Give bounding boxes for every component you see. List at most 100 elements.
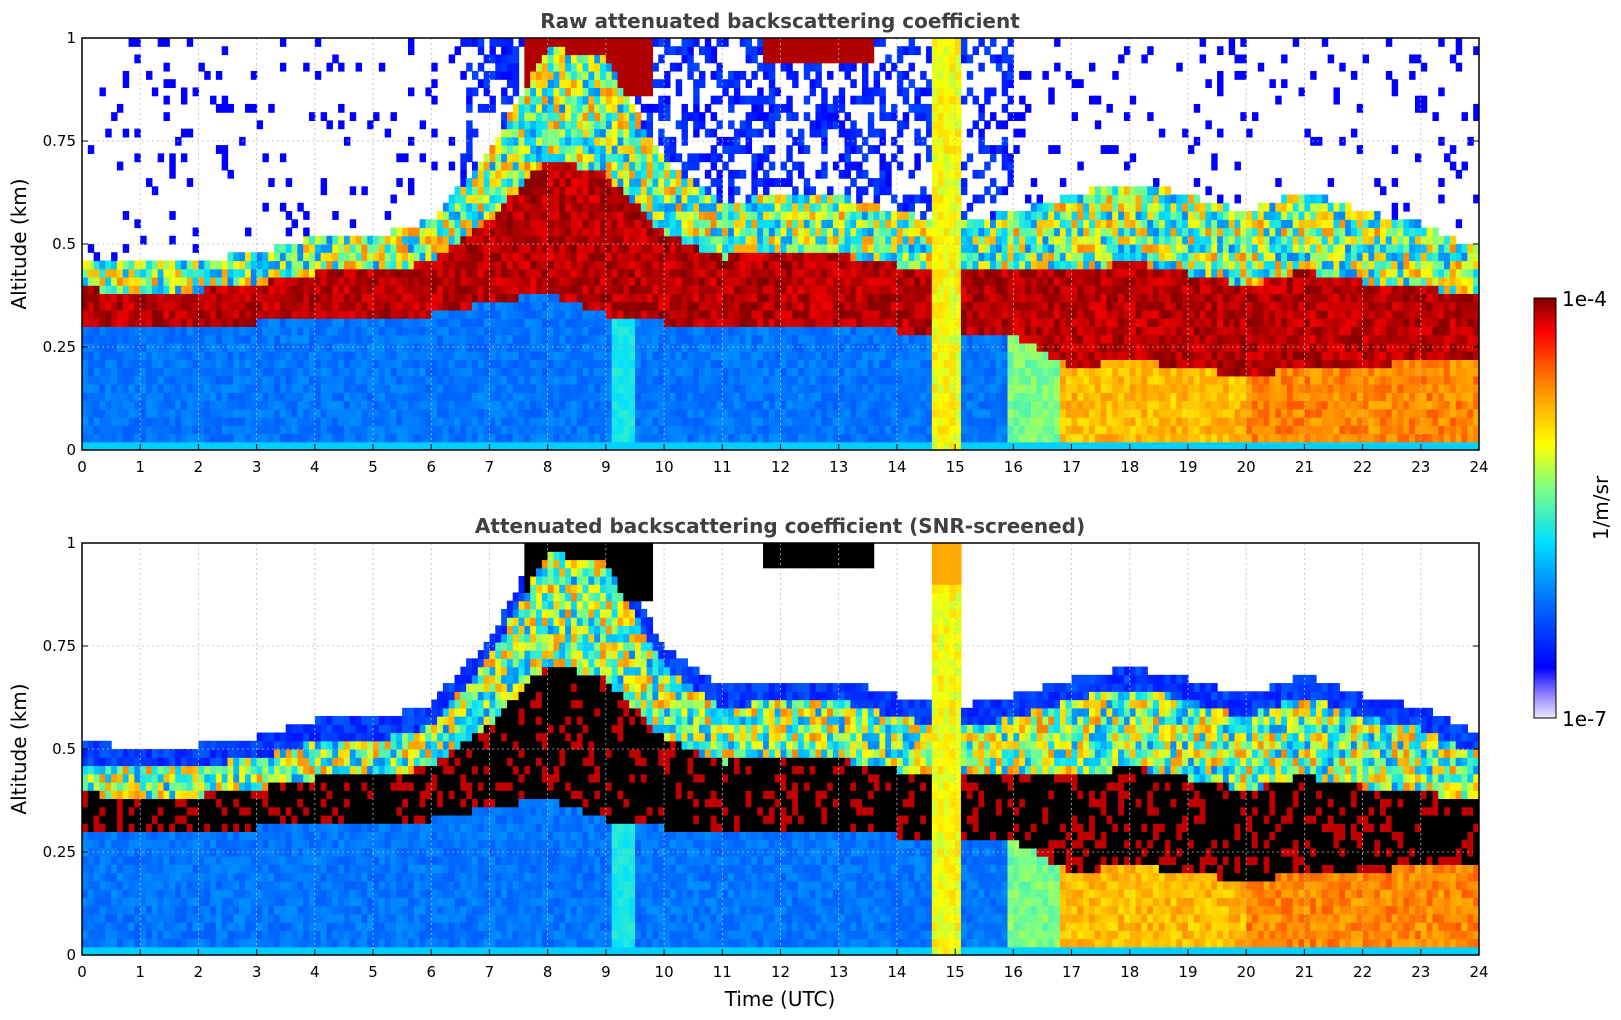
heatmap-cell <box>140 334 147 344</box>
heatmap-cell <box>262 326 269 336</box>
heatmap-cell <box>407 252 415 262</box>
heatmap-cell <box>215 268 223 278</box>
heatmap-cell <box>442 318 450 327</box>
heatmap-cell <box>134 309 141 319</box>
heatmap-cell <box>407 441 415 450</box>
heatmap-cell <box>763 194 770 204</box>
heatmap-cell <box>693 211 700 220</box>
heatmap-cell <box>687 334 694 344</box>
heatmap-cell <box>780 219 787 229</box>
heatmap-cell <box>873 351 881 360</box>
heatmap-cell <box>856 276 863 286</box>
heatmap-cell <box>530 318 537 327</box>
heatmap-cell <box>437 408 444 418</box>
heatmap-cell <box>838 285 846 295</box>
heatmap-cell <box>861 359 869 369</box>
heatmap-cell <box>262 268 269 278</box>
heatmap-cell <box>268 334 275 344</box>
heatmap-cell <box>541 178 549 187</box>
heatmap-cell <box>547 202 555 212</box>
heatmap-cell <box>326 252 333 262</box>
heatmap-cell <box>570 194 578 204</box>
heatmap-cell <box>792 136 799 146</box>
heatmap-cell <box>320 276 328 286</box>
heatmap-cell <box>832 252 840 262</box>
heatmap-cell <box>384 301 392 311</box>
heatmap-cell <box>669 433 677 443</box>
heatmap-cell <box>588 342 595 352</box>
heatmap-cell <box>390 384 397 393</box>
heatmap-cell <box>186 309 194 319</box>
heatmap-cell <box>681 301 688 311</box>
heatmap-cell <box>722 219 729 229</box>
heatmap-cell <box>733 326 741 336</box>
heatmap-cell <box>792 318 799 327</box>
heatmap-cell <box>640 359 648 369</box>
heatmap-cell <box>757 408 764 418</box>
heatmap-cell <box>460 433 467 443</box>
heatmap-cell <box>658 359 665 369</box>
heatmap-cell <box>867 351 875 360</box>
heatmap-cell <box>640 441 648 450</box>
heatmap-cell <box>413 425 421 435</box>
heatmap-cell <box>506 252 514 262</box>
heatmap-cell <box>827 120 834 130</box>
heatmap-cell <box>873 79 881 89</box>
heatmap-cell <box>792 359 799 369</box>
heatmap-cell <box>594 87 601 97</box>
heatmap-cell <box>541 276 549 286</box>
heatmap-cell <box>367 276 374 286</box>
heatmap-cell <box>710 128 718 138</box>
heatmap-cell <box>803 384 811 393</box>
heatmap-cell <box>279 384 287 393</box>
heatmap-cell <box>215 309 223 319</box>
heatmap-cell <box>326 417 333 426</box>
heatmap-cell <box>844 293 851 303</box>
heatmap-cell <box>338 334 345 344</box>
heatmap-cell <box>669 202 677 212</box>
heatmap-cell <box>629 169 636 179</box>
heatmap-cell <box>105 128 112 138</box>
heatmap-cell <box>367 400 374 410</box>
heatmap-cell <box>664 367 671 377</box>
heatmap-cell <box>588 334 595 344</box>
heatmap-cell <box>530 178 537 187</box>
heatmap-cell <box>419 408 427 418</box>
heatmap-cell <box>233 400 240 410</box>
heatmap-cell <box>565 301 572 311</box>
heatmap-cell <box>576 54 584 64</box>
heatmap-cell <box>565 153 572 163</box>
heatmap-cell <box>547 285 555 295</box>
heatmap-cell <box>361 334 368 344</box>
heatmap-cell <box>751 178 758 187</box>
heatmap-cell <box>751 268 758 278</box>
heatmap-cell <box>215 285 223 295</box>
heatmap-cell <box>600 128 607 138</box>
heatmap-cell <box>413 301 421 311</box>
heatmap-cell <box>652 441 659 450</box>
heatmap-cell <box>658 433 665 443</box>
heatmap-cell <box>99 359 106 369</box>
heatmap-cell <box>378 326 386 336</box>
heatmap-cell <box>827 260 834 270</box>
heatmap-cell <box>93 276 101 286</box>
heatmap-cell <box>343 268 351 278</box>
heatmap-cell <box>512 145 520 154</box>
heatmap-cell <box>623 153 630 163</box>
heatmap-cell <box>570 384 578 393</box>
heatmap-cell <box>733 318 741 327</box>
heatmap-cell <box>827 219 834 229</box>
heatmap-cell <box>227 318 234 327</box>
heatmap-cell <box>763 441 770 450</box>
heatmap-cell <box>256 326 264 336</box>
heatmap-cell <box>227 326 234 336</box>
heatmap-cell <box>530 38 537 47</box>
heatmap-cell <box>180 384 188 393</box>
heatmap-cell <box>396 408 403 418</box>
heatmap-cell <box>355 309 362 319</box>
heatmap-cell <box>664 309 671 319</box>
heatmap-cell <box>617 95 624 105</box>
heatmap-cell <box>722 417 729 426</box>
heatmap-cell <box>320 235 328 245</box>
heatmap-cell <box>274 408 281 418</box>
